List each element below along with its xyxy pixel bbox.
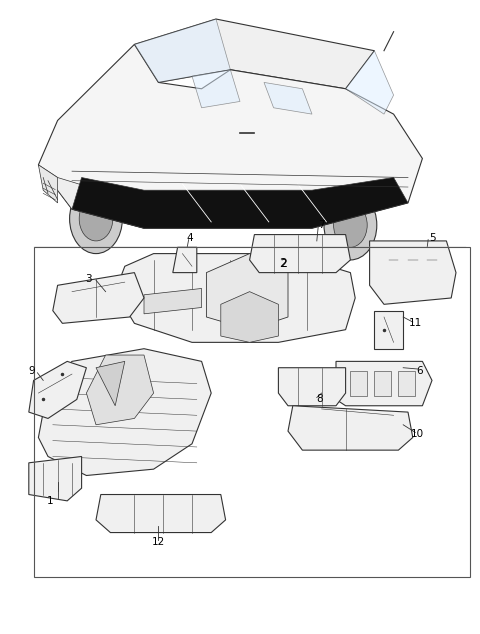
Text: 9: 9 [29, 366, 36, 376]
Polygon shape [221, 292, 278, 342]
Polygon shape [346, 51, 394, 114]
Circle shape [407, 259, 419, 274]
Polygon shape [53, 273, 144, 323]
Polygon shape [173, 247, 197, 273]
Polygon shape [288, 406, 413, 450]
Text: 2: 2 [279, 257, 287, 269]
Polygon shape [29, 456, 82, 501]
Polygon shape [29, 361, 86, 418]
Bar [374, 371, 391, 396]
Text: 11: 11 [408, 318, 422, 328]
Polygon shape [86, 355, 154, 425]
Bar [350, 371, 367, 396]
Polygon shape [144, 288, 202, 314]
Circle shape [334, 203, 367, 247]
Polygon shape [134, 19, 374, 89]
Polygon shape [38, 349, 211, 476]
Polygon shape [264, 82, 312, 114]
Circle shape [79, 197, 113, 241]
Polygon shape [72, 178, 408, 228]
Circle shape [388, 259, 399, 274]
Polygon shape [192, 70, 240, 108]
Polygon shape [250, 235, 350, 273]
Polygon shape [38, 165, 144, 228]
Bar [34, 247, 470, 577]
Text: 12: 12 [152, 537, 165, 547]
Text: 8: 8 [316, 394, 323, 404]
Circle shape [324, 190, 377, 260]
Polygon shape [278, 368, 346, 406]
Text: 4: 4 [186, 233, 193, 243]
Text: 1: 1 [47, 496, 54, 506]
Text: 6: 6 [417, 366, 423, 376]
Circle shape [426, 259, 438, 274]
Polygon shape [336, 361, 432, 406]
Polygon shape [374, 311, 403, 349]
Text: 5: 5 [429, 233, 435, 243]
Polygon shape [134, 19, 230, 82]
Text: 10: 10 [411, 429, 424, 439]
Text: 7: 7 [318, 220, 325, 230]
Polygon shape [38, 165, 58, 203]
Polygon shape [206, 254, 288, 330]
Polygon shape [115, 254, 355, 342]
Polygon shape [96, 495, 226, 533]
Bar [398, 371, 415, 396]
Polygon shape [38, 44, 422, 228]
Text: 3: 3 [85, 274, 92, 284]
Circle shape [70, 184, 122, 254]
Polygon shape [370, 241, 456, 304]
Polygon shape [96, 361, 125, 406]
Text: 2: 2 [280, 259, 287, 269]
